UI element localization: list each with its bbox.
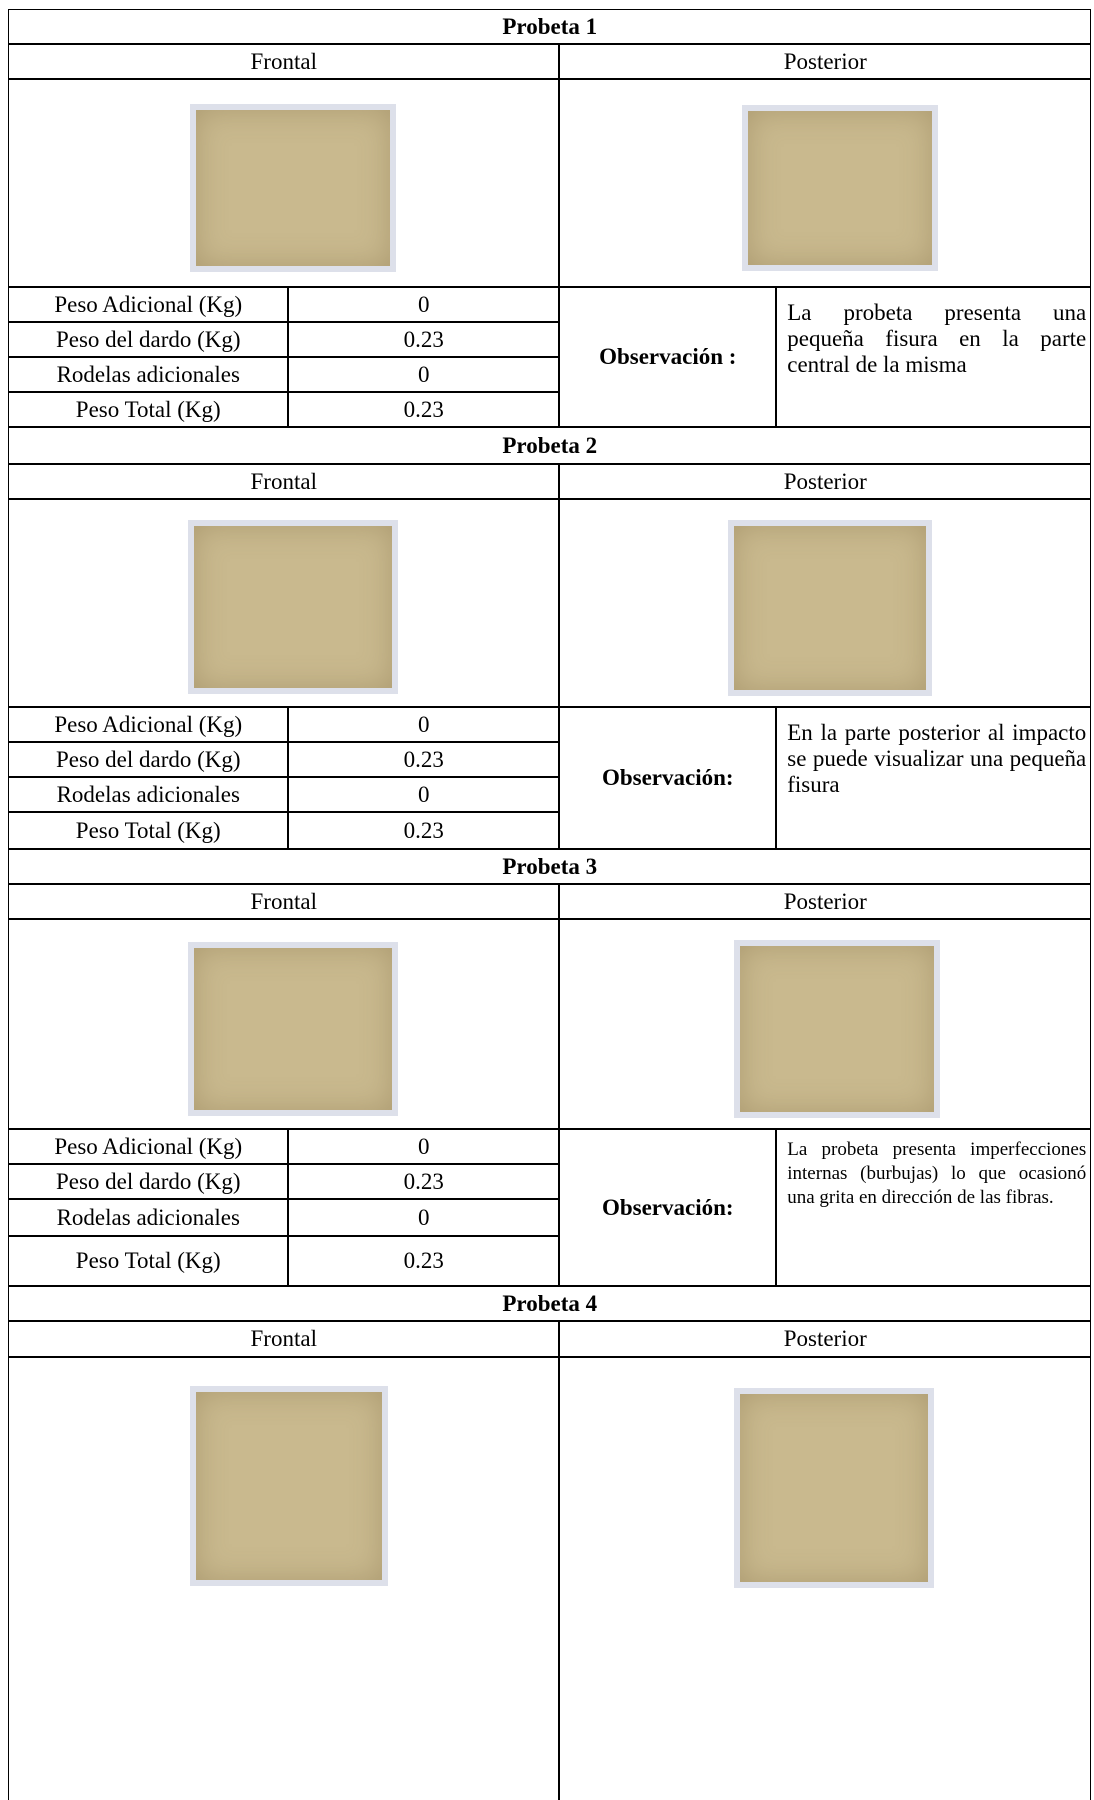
row-value: 0 [288,287,560,323]
probeta-title: Probeta 4 [8,1286,1092,1322]
posterior-label: Posterior [559,884,1092,920]
observation-text: La probeta presenta una pequeña fisura e… [776,287,1092,428]
frontal-photo [190,1386,388,1586]
posterior-photo [734,940,940,1118]
posterior-photo-cell [559,79,1092,288]
posterior-photo-cell [559,499,1092,708]
frontal-label: Frontal [8,464,560,500]
row-value: 0 [288,707,560,743]
frontal-label: Frontal [8,884,560,920]
row-label: Peso Total (Kg) [8,392,289,428]
row-value: 0 [288,777,560,813]
frontal-photo-cell [8,919,560,1130]
row-value: 0 [288,1129,560,1165]
row-label: Peso del dardo (Kg) [8,322,289,358]
posterior-photo-cell [559,919,1092,1130]
row-label: Peso Adicional (Kg) [8,707,289,743]
row-value: 0.23 [288,1164,560,1200]
observation-label: Observación: [559,707,777,850]
probeta-title: Probeta 1 [8,9,1092,45]
row-label: Rodelas adicionales [8,777,289,813]
posterior-photo [742,105,938,271]
posterior-photo [728,520,932,696]
row-label: Peso del dardo (Kg) [8,742,289,778]
probeta-title: Probeta 2 [8,427,1092,465]
row-label: Rodelas adicionales [8,357,289,393]
row-value: 0.23 [288,392,560,428]
observation-text: La probeta presenta imperfecciones inter… [776,1129,1092,1287]
probeta-title: Probeta 3 [8,849,1092,885]
frontal-label: Frontal [8,44,560,80]
posterior-label: Posterior [559,464,1092,500]
frontal-photo [188,520,398,694]
posterior-label: Posterior [559,1321,1092,1358]
row-value: 0.23 [288,322,560,358]
row-label: Rodelas adicionales [8,1199,289,1237]
row-label: Peso Adicional (Kg) [8,1129,289,1165]
frontal-photo-cell [8,79,560,288]
posterior-photo-cell [559,1357,1092,1800]
row-value: 0.23 [288,1236,560,1287]
frontal-photo-cell [8,499,560,708]
row-label: Peso Total (Kg) [8,812,289,850]
row-value: 0 [288,357,560,393]
observation-text: En la parte posterior al impacto se pued… [776,707,1092,850]
observation-label: Observación : [559,287,777,428]
row-value: 0.23 [288,812,560,850]
row-value: 0 [288,1199,560,1237]
frontal-photo [190,104,396,272]
row-label: Peso Total (Kg) [8,1236,289,1287]
frontal-label: Frontal [8,1321,560,1358]
observation-label: Observación: [559,1129,777,1287]
row-value: 0.23 [288,742,560,778]
frontal-photo [188,942,398,1116]
frontal-photo-cell [8,1357,560,1800]
row-label: Peso del dardo (Kg) [8,1164,289,1200]
posterior-photo [734,1388,934,1588]
posterior-label: Posterior [559,44,1092,80]
row-label: Peso Adicional (Kg) [8,287,289,323]
